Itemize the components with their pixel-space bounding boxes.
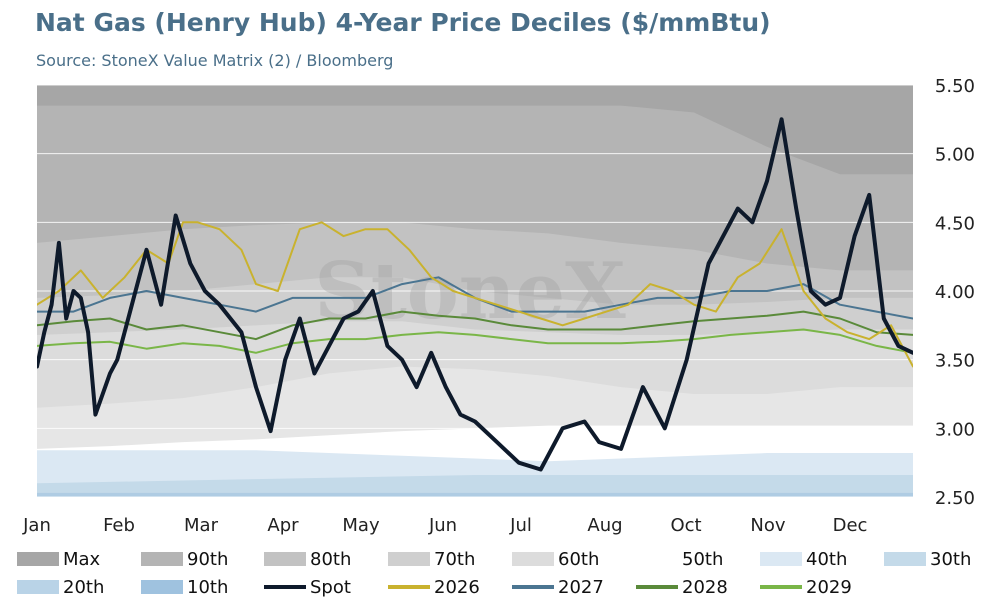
legend-label: 70th [434,548,476,570]
chart: StoneX 5.50 5.00 4.50 4.00 3.50 3.00 2.50 Jan F… [22,76,975,536]
legend-swatch [388,552,430,566]
legend-item-70th: 70th [388,548,475,570]
legend-item-90th: 90th [141,548,228,570]
x-tick-label: Dec [833,515,868,536]
y-tick-label: 2.50 [935,488,975,509]
legend-label: 90th [187,548,229,570]
x-tick-label: Oct [670,515,701,536]
gridlines [37,84,913,498]
y-tick-label: 5.00 [935,145,975,166]
chart-subtitle: Source: StoneX Value Matrix (2) / Bloomb… [36,51,394,70]
series-line-2029 [37,328,913,354]
legend-swatch [512,552,554,566]
x-tick-label: Apr [267,515,299,536]
y-tick-label: 3.00 [935,419,975,440]
legend-item-max: Max [17,548,100,570]
series-line-2028 [37,310,913,341]
legend-swatch [388,585,430,589]
legend-item-10th: 10th [141,576,228,598]
legend-swatch [636,552,678,566]
legend-item-2027: 2027 [512,576,604,598]
legend-swatch [512,585,554,589]
legend: Max 90th 80th 70th 60th 50th 40th 30th 20th 10th S… [0,546,992,603]
legend-item-30th: 30th [884,548,971,570]
legend-item-20th: 20th [17,576,104,598]
y-tick-label: 3.50 [935,351,975,372]
x-tick-label: Aug [587,515,622,536]
legend-item-40th: 40th [760,548,847,570]
legend-swatch [141,580,183,594]
legend-swatch [141,552,183,566]
legend-swatch [760,585,802,589]
legend-swatch [264,552,306,566]
legend-label: 40th [806,548,848,570]
legend-item-spot: Spot [264,576,351,598]
legend-label: Max [63,548,101,570]
legend-label: 20th [63,576,105,598]
band-10th [37,492,913,497]
y-tick-label: 5.50 [935,76,975,97]
legend-item-80th: 80th [264,548,351,570]
legend-item-2029: 2029 [760,576,852,598]
legend-swatch [17,580,59,594]
legend-swatch [760,552,802,566]
series-lines [37,117,913,472]
legend-label: 2026 [434,576,480,598]
legend-swatch [17,552,59,566]
chart-title: Nat Gas (Henry Hub) 4-Year Price Deciles… [35,8,771,37]
band-20th [37,475,913,497]
y-axis: 5.50 5.00 4.50 4.00 3.50 3.00 2.50 [935,76,975,509]
legend-swatch [636,585,678,589]
watermark-text: StoneX [314,246,626,337]
series-line-spot [37,117,913,472]
x-tick-label: Jan [22,515,51,536]
legend-label: 2027 [558,576,604,598]
legend-item-2026: 2026 [388,576,480,598]
legend-swatch [884,552,926,566]
x-tick-label: Nov [750,515,785,536]
legend-item-60th: 60th [512,548,599,570]
legend-label: 2028 [682,576,728,598]
legend-label: 60th [558,548,600,570]
y-tick-label: 4.50 [935,213,975,234]
decile-bands [37,85,913,497]
legend-swatch [264,585,306,589]
legend-label: 80th [310,548,352,570]
x-tick-label: Jul [509,515,532,536]
legend-label: 30th [930,548,972,570]
legend-label: Spot [310,576,351,598]
legend-item-2028: 2028 [636,576,728,598]
x-tick-label: Jun [428,515,457,536]
legend-item-50th: 50th [636,548,723,570]
legend-label: 2029 [806,576,852,598]
legend-label: 50th [682,548,724,570]
legend-label: 10th [187,576,229,598]
x-tick-label: Mar [184,515,219,536]
x-axis: Jan Feb Mar Apr May Jun Jul Aug Oct Nov Dec [22,515,867,536]
x-tick-label: May [342,515,380,536]
x-tick-label: Feb [103,515,135,536]
y-tick-label: 4.00 [935,282,975,303]
